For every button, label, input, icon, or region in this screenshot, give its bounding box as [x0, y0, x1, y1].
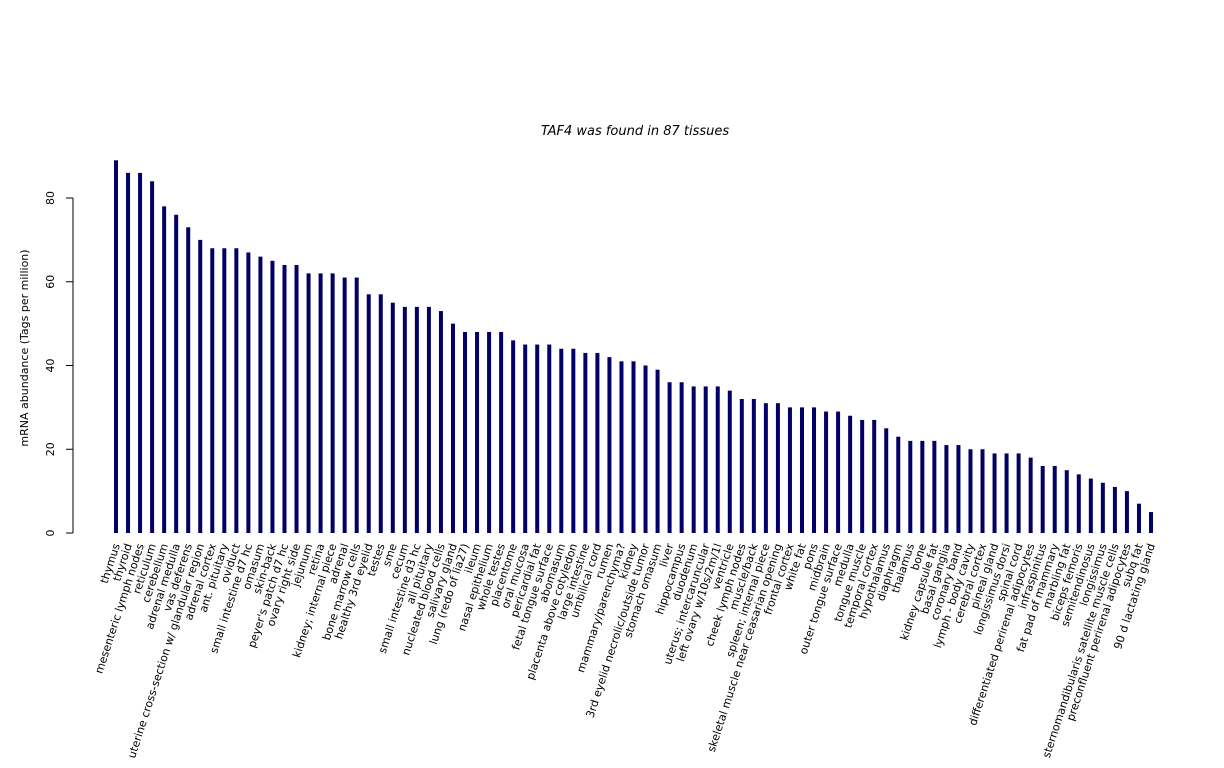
- bar: [727, 390, 732, 534]
- bar: [932, 440, 937, 534]
- bar: [162, 206, 167, 534]
- bar: [342, 277, 347, 533]
- bar: [643, 365, 648, 533]
- bar: [354, 277, 359, 533]
- chart-title: TAF4 was found in 87 tissues: [541, 124, 730, 139]
- y-tick-label: 40: [44, 359, 57, 373]
- bar: [186, 227, 191, 533]
- bar: [330, 273, 335, 534]
- bar: [715, 386, 720, 533]
- bar: [318, 273, 323, 534]
- bar: [571, 348, 576, 533]
- bar: [535, 344, 540, 533]
- bar: [547, 344, 552, 533]
- bar: [787, 407, 792, 534]
- y-tick-label: 20: [44, 442, 57, 456]
- bar: [679, 382, 684, 533]
- bar: [872, 419, 877, 533]
- bar: [426, 306, 431, 534]
- bar: [1100, 482, 1105, 533]
- bar: [234, 248, 239, 533]
- bar: [775, 403, 780, 533]
- bar: [198, 239, 203, 534]
- bar: [1052, 466, 1057, 533]
- bar: [1004, 453, 1009, 533]
- bar: [222, 248, 227, 533]
- y-tick-label: 60: [44, 275, 57, 289]
- bar: [1112, 486, 1117, 533]
- bar: [378, 294, 383, 533]
- bar: [1016, 453, 1021, 533]
- bar: [258, 256, 263, 534]
- bar: [848, 415, 853, 533]
- bar: [414, 306, 419, 534]
- bar: [956, 445, 961, 533]
- bar: [763, 403, 768, 533]
- bar: [860, 419, 865, 533]
- bar: [306, 273, 311, 534]
- bar: [920, 440, 925, 534]
- bar: [655, 369, 660, 533]
- bar: [739, 399, 744, 533]
- bar: [475, 332, 480, 533]
- bar: [270, 260, 275, 533]
- bar: [1136, 503, 1141, 533]
- bar: [751, 399, 756, 533]
- bar: [1124, 491, 1129, 534]
- bar: [1040, 466, 1045, 533]
- bar: [812, 407, 817, 534]
- bar: [908, 440, 913, 534]
- bar: [631, 361, 636, 533]
- bar: [824, 411, 829, 533]
- bar: [499, 332, 504, 533]
- bar: [595, 352, 600, 533]
- y-ticks: 0 20 40 60 80: [44, 191, 73, 537]
- bar: [511, 340, 516, 534]
- bar: [150, 181, 155, 533]
- bar: [980, 449, 985, 533]
- bar: [402, 306, 407, 534]
- bar: [619, 361, 624, 533]
- bar: [1088, 478, 1093, 533]
- bar: [487, 332, 492, 533]
- y-tick-label: 80: [44, 191, 57, 205]
- bar: [1064, 470, 1069, 533]
- bar: [138, 172, 143, 534]
- bar: [126, 172, 131, 534]
- bar: [438, 311, 443, 533]
- bar: [992, 453, 997, 533]
- bar: [174, 214, 179, 533]
- bar: [836, 411, 841, 533]
- bar: [691, 386, 696, 533]
- bar: [703, 386, 708, 533]
- bar: [667, 382, 672, 533]
- bars: [114, 160, 1153, 534]
- bar: [282, 265, 287, 533]
- bar: [559, 348, 564, 533]
- y-tick-label: 0: [44, 530, 57, 537]
- bar: [366, 294, 371, 533]
- bar: [390, 302, 395, 533]
- bar: [1028, 457, 1033, 534]
- bar: [246, 252, 251, 533]
- bar: [450, 323, 455, 534]
- bar: [607, 357, 612, 534]
- bar: [1149, 512, 1153, 533]
- bar: [1076, 474, 1081, 534]
- bar: [896, 436, 901, 533]
- bar: [944, 445, 949, 533]
- bar: [294, 265, 299, 533]
- bar: [799, 407, 804, 534]
- bar: [968, 449, 973, 533]
- bar: [884, 428, 889, 533]
- bar: [210, 248, 215, 533]
- bar: [583, 352, 588, 533]
- bar: [463, 332, 468, 533]
- bar: [523, 344, 528, 533]
- y-axis-label: mRNA abundance (Tags per million): [18, 249, 31, 446]
- bar: [114, 160, 118, 533]
